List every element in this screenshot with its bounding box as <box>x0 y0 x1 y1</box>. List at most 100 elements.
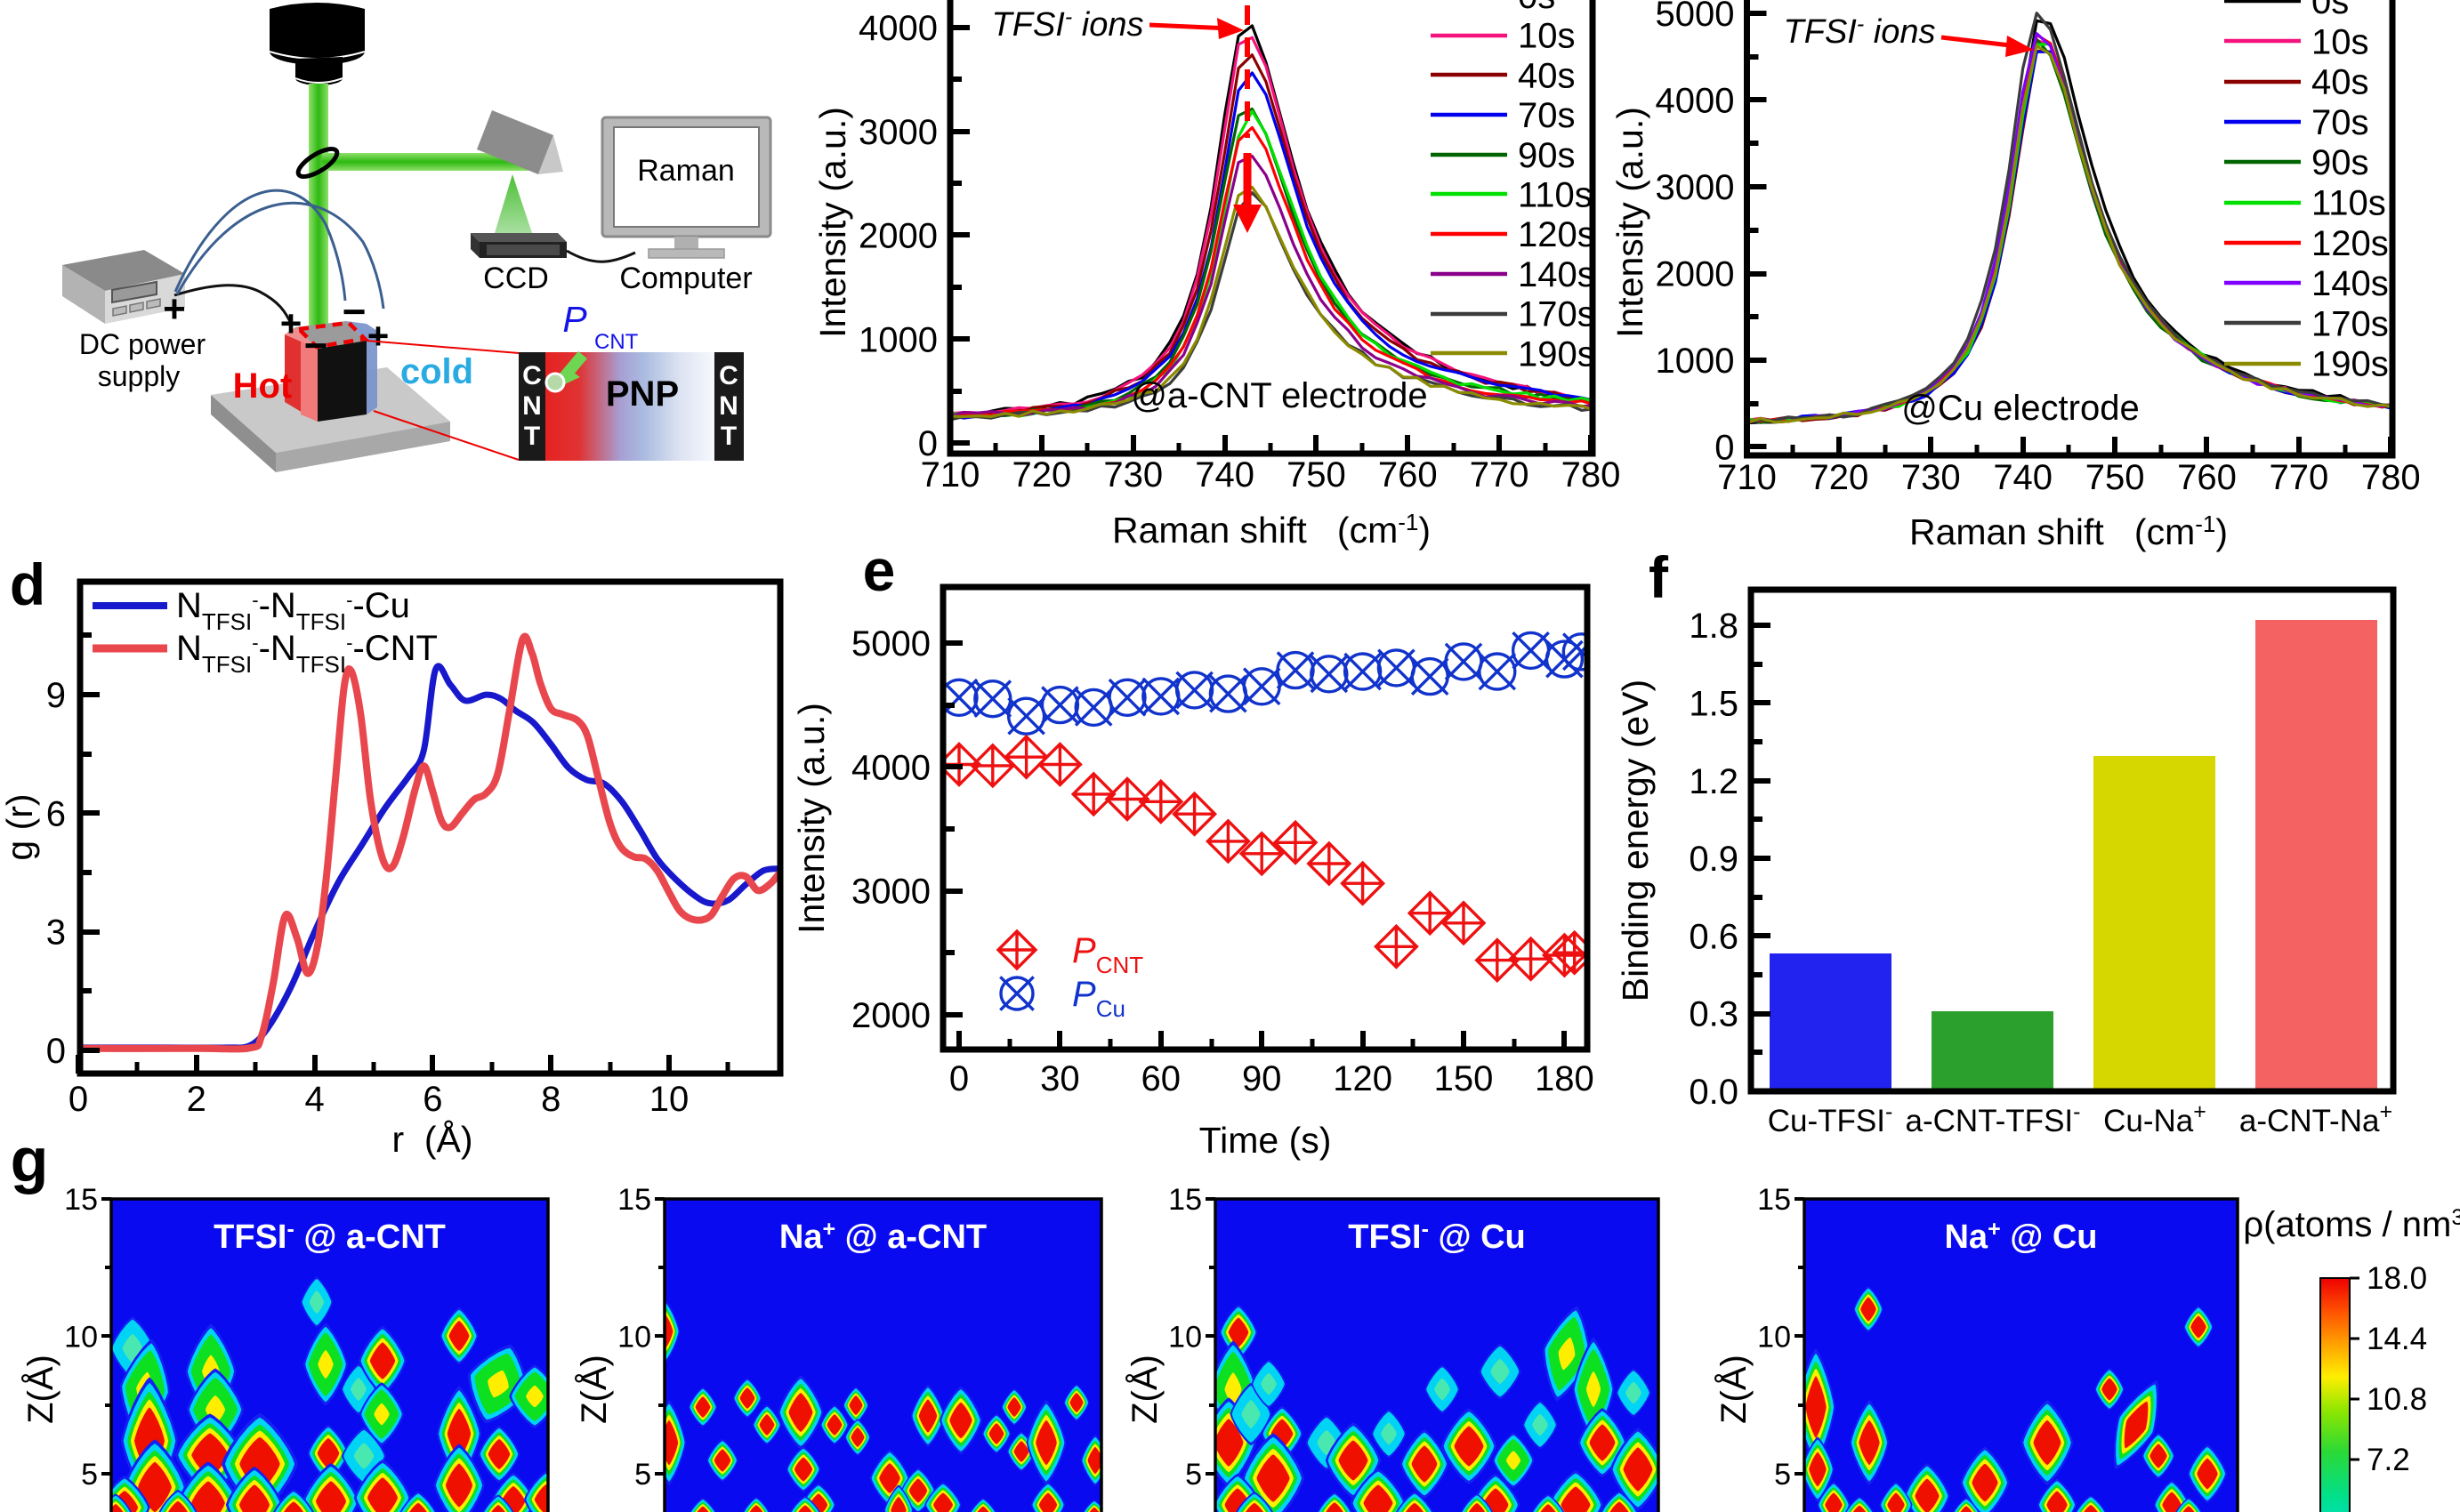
svg-text:7.2: 7.2 <box>2367 1443 2410 1477</box>
svg-text:30: 30 <box>1040 1059 1080 1098</box>
svg-text:T: T <box>721 422 737 451</box>
svg-text:1000: 1000 <box>1656 342 1735 381</box>
svg-text:ρ(atoms / nm3): ρ(atoms / nm3) <box>2243 1205 2460 1244</box>
svg-text:Na+ @ Cu: Na+ @ Cu <box>1944 1217 2097 1256</box>
svg-text:1.5: 1.5 <box>1689 685 1738 724</box>
svg-text:5000: 5000 <box>1656 0 1735 34</box>
svg-text:Cu-Na+: Cu-Na+ <box>2103 1099 2206 1138</box>
svg-text:f: f <box>1649 544 1669 610</box>
svg-text:0.0: 0.0 <box>1689 1073 1738 1112</box>
svg-text:3000: 3000 <box>851 873 931 912</box>
svg-text:40s: 40s <box>1518 56 1576 95</box>
svg-text:CNT: CNT <box>594 330 639 354</box>
svg-text:10s: 10s <box>2311 22 2369 61</box>
svg-text:0: 0 <box>69 1080 88 1119</box>
svg-text:4000: 4000 <box>1656 82 1735 121</box>
svg-text:5: 5 <box>1774 1458 1791 1492</box>
svg-text:@a-CNT electrode: @a-CNT electrode <box>1131 376 1427 415</box>
svg-text:190s: 190s <box>2311 345 2389 384</box>
svg-text:750: 750 <box>2085 458 2145 497</box>
svg-text:15: 15 <box>617 1183 651 1217</box>
svg-text:10: 10 <box>617 1321 651 1355</box>
svg-text:Z(Å): Z(Å) <box>1714 1355 1754 1424</box>
svg-text:740: 740 <box>1195 455 1254 495</box>
svg-text:1.2: 1.2 <box>1689 762 1738 801</box>
svg-text:140s: 140s <box>1518 255 1595 294</box>
svg-text:90s: 90s <box>2311 143 2369 182</box>
svg-text:170s: 170s <box>1518 295 1595 334</box>
svg-text:740: 740 <box>1993 458 2053 497</box>
svg-text:0: 0 <box>949 1059 969 1098</box>
svg-text:C: C <box>719 361 738 390</box>
svg-text:780: 780 <box>2361 458 2421 497</box>
svg-text:5: 5 <box>81 1458 98 1492</box>
svg-text:PNP: PNP <box>606 374 679 414</box>
svg-text:Na+ @ a-CNT: Na+ @ a-CNT <box>779 1217 987 1256</box>
svg-text:0: 0 <box>918 424 938 463</box>
svg-text:0.3: 0.3 <box>1689 995 1738 1034</box>
svg-text:Intensity (a.u.): Intensity (a.u.) <box>1609 107 1650 338</box>
svg-text:C: C <box>522 361 542 390</box>
svg-text:0.9: 0.9 <box>1689 840 1738 879</box>
svg-text:Cu-TFSI-: Cu-TFSI- <box>1768 1099 1893 1138</box>
svg-text:0s: 0s <box>1518 0 1555 16</box>
svg-text:10: 10 <box>1168 1321 1202 1355</box>
svg-text:750: 750 <box>1286 455 1346 495</box>
svg-text:Time (s): Time (s) <box>1199 1120 1332 1161</box>
svg-text:r (Å): r (Å) <box>391 1119 472 1160</box>
svg-text:2000: 2000 <box>859 217 938 256</box>
svg-text:−: − <box>304 322 328 368</box>
svg-text:710: 710 <box>921 455 980 495</box>
svg-text:5000: 5000 <box>851 624 931 664</box>
svg-text:15: 15 <box>1757 1183 1791 1217</box>
svg-text:PCNT: PCNT <box>1072 931 1143 978</box>
svg-text:@Cu electrode: @Cu electrode <box>1901 389 2139 428</box>
svg-text:720: 720 <box>1012 455 1071 495</box>
svg-text:10: 10 <box>649 1080 690 1119</box>
svg-text:120s: 120s <box>1518 215 1595 254</box>
svg-text:14.4: 14.4 <box>2367 1322 2427 1356</box>
svg-text:110s: 110s <box>1518 176 1593 215</box>
svg-text:140s: 140s <box>2311 264 2389 303</box>
svg-text:e: e <box>863 537 896 603</box>
svg-text:Raman shift (cm-1): Raman shift (cm-1) <box>1112 509 1431 551</box>
svg-text:110s: 110s <box>2311 184 2386 223</box>
svg-text:780: 780 <box>1561 455 1621 495</box>
svg-text:770: 770 <box>2270 458 2329 497</box>
svg-text:Raman: Raman <box>637 154 735 188</box>
svg-text:TFSI- @ Cu: TFSI- @ Cu <box>1348 1217 1525 1256</box>
svg-text:0s: 0s <box>2311 0 2349 21</box>
svg-text:PCu: PCu <box>1072 975 1125 1022</box>
svg-text:+: + <box>367 315 390 357</box>
svg-text:4: 4 <box>304 1080 324 1119</box>
svg-text:−: − <box>343 288 367 334</box>
svg-text:T: T <box>524 422 540 451</box>
svg-text:10.8: 10.8 <box>2367 1382 2427 1417</box>
svg-text:Z(Å): Z(Å) <box>574 1355 614 1424</box>
svg-text:P: P <box>562 299 587 340</box>
svg-text:cold: cold <box>400 352 473 391</box>
svg-text:170s: 170s <box>2311 304 2389 343</box>
svg-text:a-CNT-Na+: a-CNT-Na+ <box>2239 1099 2392 1138</box>
svg-text:0: 0 <box>1714 429 1734 468</box>
svg-text:9: 9 <box>46 676 66 715</box>
svg-text:2: 2 <box>187 1080 206 1119</box>
svg-text:70s: 70s <box>1518 96 1576 135</box>
svg-text:15: 15 <box>1168 1183 1202 1217</box>
svg-text:supply: supply <box>98 360 181 392</box>
svg-text:90: 90 <box>1242 1059 1282 1098</box>
svg-text:10s: 10s <box>1518 17 1576 56</box>
svg-text:3: 3 <box>46 913 66 953</box>
svg-text:190s: 190s <box>1518 334 1595 374</box>
svg-text:0: 0 <box>46 1032 66 1071</box>
svg-text:120s: 120s <box>2311 224 2389 263</box>
svg-text:760: 760 <box>2177 458 2237 497</box>
svg-text:5: 5 <box>634 1458 651 1492</box>
svg-text:3000: 3000 <box>1656 168 1735 207</box>
svg-text:a-CNT-TFSI-: a-CNT-TFSI- <box>1906 1099 2081 1138</box>
svg-text:1.8: 1.8 <box>1689 607 1738 646</box>
svg-text:60: 60 <box>1141 1059 1182 1098</box>
svg-text:770: 770 <box>1470 455 1529 495</box>
svg-text:150: 150 <box>1434 1059 1494 1098</box>
svg-text:40s: 40s <box>2311 63 2369 102</box>
